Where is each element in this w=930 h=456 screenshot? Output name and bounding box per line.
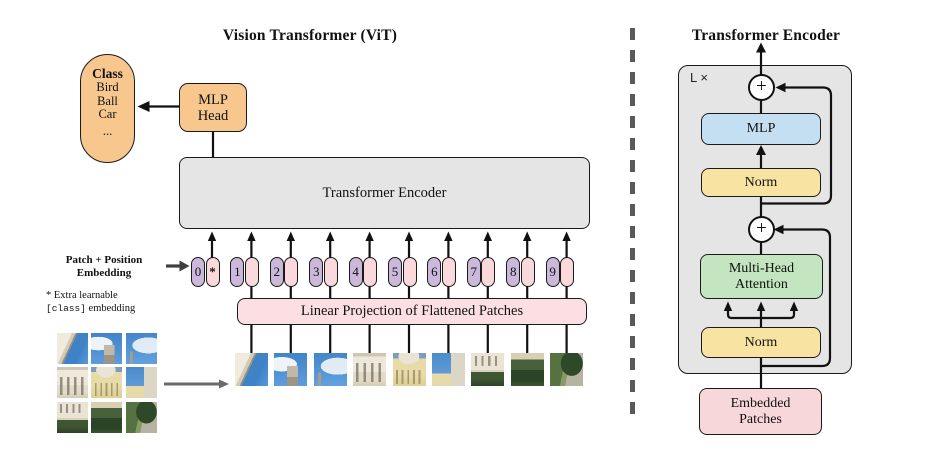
image-patch-2 (274, 353, 308, 386)
add-icon: + (748, 74, 775, 101)
position-embedding-pill: 9 (545, 257, 560, 287)
image-patch-7 (471, 353, 505, 386)
image-patch-4 (353, 353, 387, 386)
patch-embedding-pill (402, 257, 417, 287)
input-image-cell-3 (125, 333, 157, 364)
token-5: 5 (388, 257, 417, 287)
token-3: 3 (309, 257, 338, 287)
position-embedding-pill: 4 (348, 257, 363, 287)
image-patch-3 (313, 353, 347, 386)
position-embedding-pill: 7 (466, 257, 481, 287)
class-ellipsis: ... (102, 123, 113, 138)
class-item: Bird (96, 80, 119, 94)
multi-head-attention-block: Multi-Head Attention (700, 254, 823, 299)
token-to-encoder-arrowhead-icon (286, 231, 295, 241)
mlp-block: MLP (701, 113, 821, 145)
dashed-divider (630, 28, 635, 420)
norm-block-bottom: Norm (701, 327, 821, 358)
patch-embedding-pill (560, 257, 575, 287)
position-embedding-pill: 1 (230, 257, 245, 287)
token-to-encoder-arrowhead-icon (326, 231, 335, 241)
class-embedding-note: * Extra learnable [class] embedding (46, 290, 176, 315)
position-embedding-pill: 2 (269, 257, 284, 287)
image-to-patches-arrowhead-icon (219, 379, 229, 389)
patch-embedding-pill (363, 257, 378, 287)
image-patch-9 (550, 353, 584, 386)
note-line-1: * Extra learnable (46, 290, 118, 301)
token-to-encoder-arrowhead-icon (247, 231, 256, 241)
token-to-encoder-arrowhead-icon (483, 231, 492, 241)
token-to-encoder-arrowhead-icon (207, 231, 217, 241)
class-heading: Class (92, 66, 123, 81)
image-patch-6 (431, 353, 465, 386)
position-embedding-pill: 5 (388, 257, 402, 287)
class-token-code: [class] (46, 302, 86, 314)
class-item: Ball (97, 93, 118, 108)
patch-position-embedding-label: Patch + Position Embedding (65, 254, 143, 279)
token-2: 2 (269, 257, 299, 287)
position-embedding-pill: 0 (191, 257, 205, 287)
left-panel-title: Vision Transformer (ViT) (222, 27, 398, 44)
input-image-cell-1 (57, 333, 88, 364)
class-output-pill: Class Bird Ball Car ... (80, 54, 135, 163)
token-to-encoder-arrowhead-icon (562, 231, 571, 241)
token-4: 4 (348, 257, 378, 287)
class-item: Car (98, 107, 117, 121)
token-connector-lines (207, 231, 571, 354)
position-embedding-pill: 3 (309, 257, 324, 287)
token-to-encoder-arrowhead-icon (523, 231, 532, 241)
embedded-patches-block: Embedded Patches (699, 388, 822, 435)
right-panel-title: Transformer Encoder (691, 27, 841, 44)
input-image-cell-6 (125, 367, 157, 399)
patch-embedding-pill: * (205, 257, 220, 287)
patch-embedding-pill (481, 257, 496, 287)
input-image-cell-7 (57, 401, 88, 433)
layer-repeat-label: L × (690, 70, 708, 85)
norm-block-top: Norm (701, 168, 821, 197)
patch-embedding-pill (441, 257, 456, 287)
token-1: 1 (230, 257, 259, 287)
note-line-2-text: embedding (88, 302, 136, 314)
input-image-cell-2 (91, 333, 123, 364)
patch-embedding-pill (244, 257, 259, 287)
position-embedding-pill: 8 (506, 257, 521, 287)
input-image-cell-9 (125, 401, 157, 433)
token-7: 7 (466, 257, 496, 287)
mlp-head-to-class-arrowhead-icon (137, 101, 150, 112)
input-image-cell-4 (57, 367, 88, 399)
image-patch-5 (392, 353, 426, 386)
token-to-encoder-arrowhead-icon (365, 231, 374, 241)
input-image-cell-5 (91, 367, 123, 399)
image-patch-1 (234, 353, 268, 386)
patch-embedding-pill (520, 257, 535, 287)
note-line-2: [class] embedding (46, 303, 176, 316)
linear-projection-box: Linear Projection of Flattened Patches (237, 298, 587, 325)
patch-embedding-pill (323, 257, 338, 287)
input-image-grid (57, 333, 157, 433)
token-8: 8 (506, 257, 535, 287)
transformer-encoder-box: Transformer Encoder (179, 157, 590, 229)
token-6: 6 (427, 257, 456, 287)
token-9: 9 (545, 257, 575, 287)
mlp-head-box: MLP Head (179, 83, 247, 132)
patch-embedding-pill (284, 257, 299, 287)
patch-position-label-arrowhead-icon (179, 260, 190, 272)
token-to-encoder-arrowhead-icon (444, 231, 453, 241)
image-patch-8 (510, 353, 544, 386)
token-0: 0 * (191, 257, 220, 287)
add-icon: + (748, 216, 775, 243)
token-to-encoder-arrowhead-icon (404, 231, 414, 241)
input-image-cell-8 (91, 401, 123, 433)
position-embedding-pill: 6 (427, 257, 442, 287)
